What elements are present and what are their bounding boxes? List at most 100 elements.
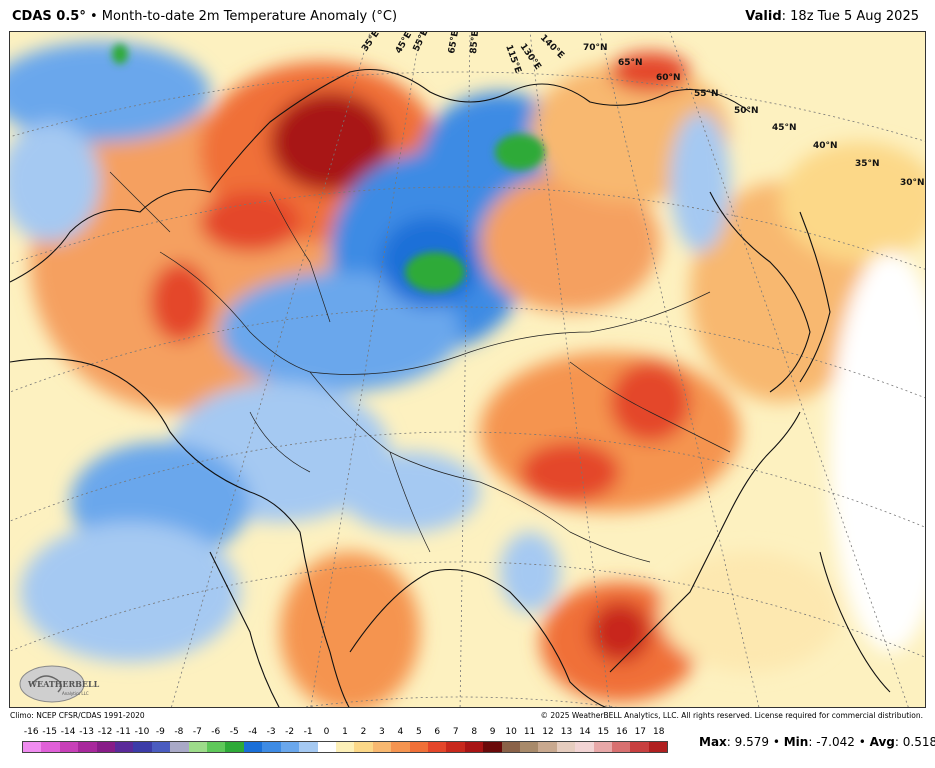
colorbar-tick-label: -9 xyxy=(155,727,165,737)
colorbar-swatch xyxy=(354,742,373,752)
field-stats: Max: 9.579 • Min: -7.042 • Avg: 0.518 xyxy=(699,735,935,749)
colorbar-swatch xyxy=(391,742,410,752)
colorbar-swatch xyxy=(427,742,447,752)
colorbar-swatch xyxy=(575,742,594,752)
stats-sep: • xyxy=(772,735,780,749)
weatherbell-logo: WEATHERBELL Analytics LLC xyxy=(19,665,100,703)
colorbar-swatch xyxy=(648,742,668,752)
colorbar-tick-label: 13 xyxy=(560,727,573,737)
colorbar-swatch xyxy=(299,742,318,752)
coastlines xyxy=(10,69,891,707)
model-name: CDAS 0.5 xyxy=(12,9,80,24)
colorbar-tick-label: 4 xyxy=(397,727,404,737)
colorbar-tick-label: -13 xyxy=(79,727,94,737)
cold-pockets xyxy=(112,44,545,292)
colorbar-tick-label: 17 xyxy=(634,727,647,737)
lat-label: 40°N xyxy=(813,141,838,151)
logo-swirl-icon xyxy=(31,675,62,693)
valid-time: Valid: 18z Tue 5 Aug 2025 xyxy=(745,9,919,24)
min-label: Min xyxy=(783,735,809,749)
colorbar-swatch xyxy=(96,742,116,752)
lat-label: 35°N xyxy=(855,159,880,169)
colorbar-swatch xyxy=(464,742,484,752)
colorbar-tick-label: -6 xyxy=(211,727,221,737)
avg-label: Avg xyxy=(869,735,895,749)
colorbar-tick-label: -12 xyxy=(97,727,113,737)
map-canvas: 35°E 45°E 55°E 65°E 85°E 115°E 130°E 140… xyxy=(10,32,925,707)
colorbar xyxy=(22,741,668,753)
stats-sep: • xyxy=(858,735,866,749)
title-bullet: • xyxy=(89,9,98,24)
colorbar-tick-label: -7 xyxy=(192,727,202,737)
colorbar-tick-label: -14 xyxy=(60,727,76,737)
logo-text: WEATHERBELL xyxy=(27,679,100,689)
colorbar-swatch xyxy=(630,742,649,752)
valid-label: Valid xyxy=(745,9,782,24)
avg-value: : 0.518 xyxy=(894,735,935,749)
colorbar-swatch xyxy=(59,742,79,752)
anomaly-map: 35°E 45°E 55°E 65°E 85°E 115°E 130°E 140… xyxy=(9,31,926,708)
colorbar-swatch xyxy=(483,742,502,752)
colorbar-tick-label: 11 xyxy=(523,727,536,737)
colorbar-tick-label: 1 xyxy=(342,727,348,737)
colorbar-swatch xyxy=(372,742,392,752)
copyright-note: © 2025 WeatherBELL Analytics, LLC. All r… xyxy=(540,711,923,720)
lat-label: 55°N xyxy=(694,89,719,99)
colorbar-tick-label: 9 xyxy=(489,727,496,737)
colorbar-tick-label: 14 xyxy=(579,727,591,737)
graticule xyxy=(10,32,925,707)
climo-note: Climo: NCEP CFSR/CDAS 1991-2020 xyxy=(10,711,145,720)
degree-mark: ° xyxy=(79,9,86,24)
colorbar-tick-label: 18 xyxy=(653,727,665,737)
colorbar-swatch xyxy=(133,742,152,752)
colorbar-swatch xyxy=(115,742,134,752)
colorbar-swatch xyxy=(188,742,208,752)
colorbar-tick-label: -2 xyxy=(285,727,295,737)
colorbar-swatch xyxy=(23,742,42,752)
colorbar-swatch xyxy=(519,742,539,752)
logo-sub: Analytics LLC xyxy=(62,691,89,696)
lon-label: 85°E xyxy=(469,32,481,54)
colorbar-swatch xyxy=(41,742,60,752)
colorbar-swatch xyxy=(170,742,189,752)
colorbar-swatch xyxy=(151,742,171,752)
country-borders xyxy=(109,171,731,563)
colorbar-ticks: -16 -15 -14 -13 -12 -11 -10 -9 -8 -7 -6 -5 -4 -3 -2 -1 0… xyxy=(22,727,668,739)
colorbar-tick-label: -10 xyxy=(134,727,150,737)
colorbar-swatch xyxy=(225,742,244,752)
lat-label: 50°N xyxy=(734,106,759,116)
colorbar-swatch xyxy=(538,742,557,752)
lat-label: 30°N xyxy=(900,178,925,188)
colorbar-tick-label: 12 xyxy=(542,727,554,737)
colorbar-swatch xyxy=(501,742,520,752)
colorbar-swatch xyxy=(446,742,465,752)
map-title: CDAS 0.5° • Month-to-date 2m Temperature… xyxy=(12,9,397,24)
header: CDAS 0.5° • Month-to-date 2m Temperature… xyxy=(0,0,935,30)
colorbar-tick-label: 8 xyxy=(471,727,478,737)
lat-label: 60°N xyxy=(656,73,681,83)
valid-value: : 18z Tue 5 Aug 2025 xyxy=(781,9,919,24)
min-value: : -7.042 xyxy=(808,735,855,749)
colorbar-tick-label: 0 xyxy=(323,727,330,737)
colorbar-tick-label: -4 xyxy=(248,727,258,737)
colorbar-swatch xyxy=(317,742,336,752)
colorbar-swatch xyxy=(262,742,281,752)
colorbar-tick-label: -3 xyxy=(266,727,276,737)
colorbar-tick-label: -16 xyxy=(23,727,39,737)
colorbar-swatch xyxy=(207,742,226,752)
max-value: : 9.579 xyxy=(726,735,769,749)
colorbar-tick-label: 16 xyxy=(616,727,628,737)
colorbar-swatch xyxy=(280,742,300,752)
colorbar-swatch xyxy=(78,742,97,752)
lat-label: 45°N xyxy=(772,123,797,133)
colorbar-tick-label: 7 xyxy=(452,727,459,737)
colorbar-tick-label: -11 xyxy=(116,727,131,737)
title-text: Month-to-date 2m Temperature Anomaly (°C… xyxy=(101,9,398,24)
colorbar-swatch xyxy=(556,742,576,752)
lon-label: 65°E xyxy=(447,32,461,55)
lat-label: 70°N xyxy=(583,43,608,53)
lat-labels: 70°N 65°N 60°N 55°N 50°N 45°N 40°N 35°N … xyxy=(583,43,925,188)
max-label: Max xyxy=(699,735,727,749)
colorbar-tick-label: 10 xyxy=(505,727,517,737)
lat-label: 65°N xyxy=(618,58,643,68)
